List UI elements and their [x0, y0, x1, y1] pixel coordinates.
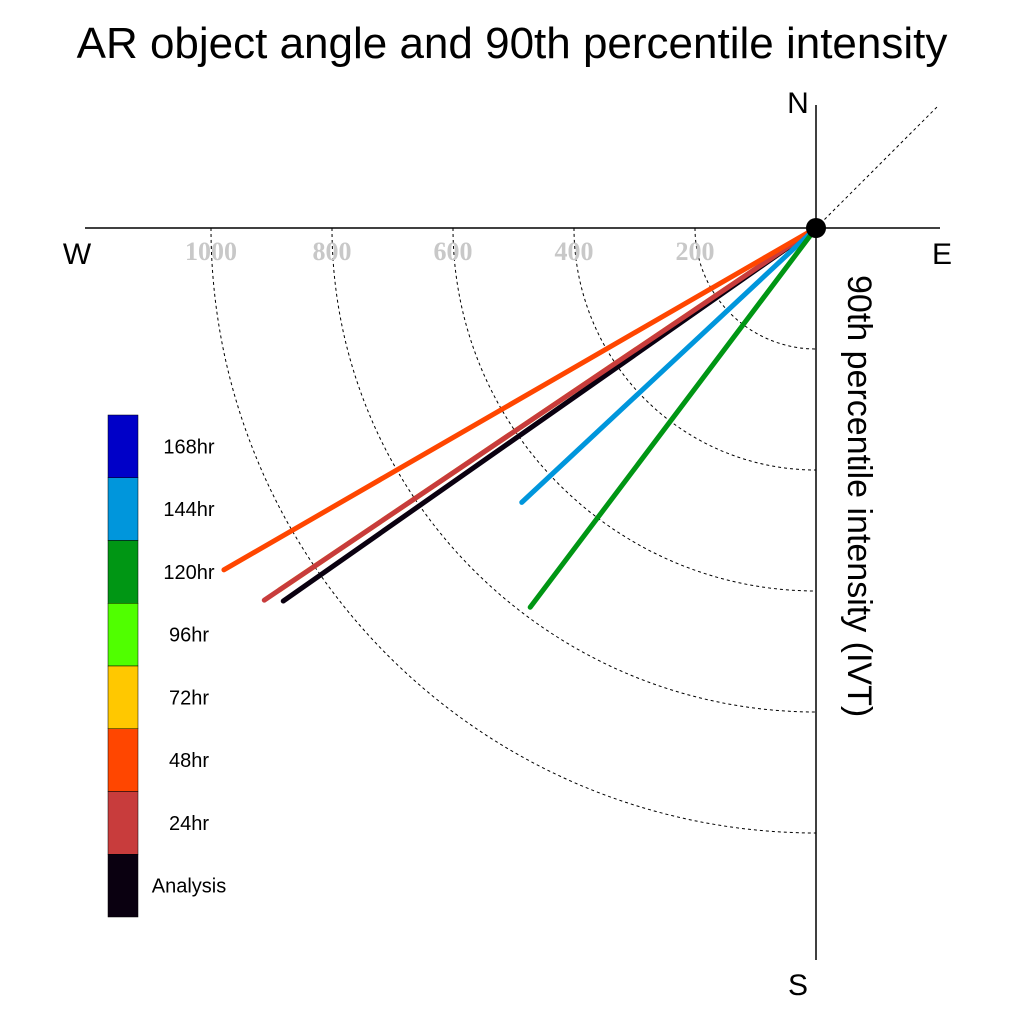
compass-east: E	[932, 238, 952, 271]
diagonal-reference-line	[815, 105, 939, 229]
legend-swatch-144hr	[107, 477, 139, 541]
legend-label-120hr: 120hr	[163, 562, 214, 584]
series-vector-48hr	[221, 225, 819, 573]
compass-south: S	[788, 969, 808, 1002]
legend-swatch-168hr	[107, 414, 139, 478]
legend-swatch-24hr	[107, 791, 139, 855]
series-vector-24hr	[261, 225, 819, 603]
legend-swatch-48hr	[107, 728, 139, 792]
radial-tick-label: 1000	[185, 237, 237, 266]
radial-tick-labels: 200 400 600 800 1000	[185, 237, 715, 266]
compass-axes	[85, 105, 940, 960]
legend-swatch-96hr	[107, 603, 139, 667]
legend: 168hr 144hr 120hr 96hr 72hr 48hr 24hr Analysis	[107, 414, 226, 918]
radial-tick-label: 800	[313, 237, 352, 266]
radial-grid-arc	[573, 227, 817, 471]
legend-label-96hr: 96hr	[169, 625, 209, 647]
radial-grid	[210, 227, 817, 834]
legend-label-72hr: 72hr	[169, 687, 209, 709]
series-vector-144hr	[519, 225, 819, 505]
origin-marker	[806, 218, 826, 238]
compass-west: W	[63, 238, 92, 271]
legend-label-144hr: 144hr	[163, 499, 214, 521]
radial-tick-label: 400	[555, 237, 594, 266]
y-axis-label: 90th percentile intensity (IVT)	[840, 275, 878, 717]
radial-tick-label: 600	[434, 237, 473, 266]
legend-label-analysis: Analysis	[152, 876, 226, 898]
radial-tick-label: 200	[676, 237, 715, 266]
legend-swatch-analysis	[107, 854, 139, 918]
radial-grid-arc	[452, 227, 817, 592]
legend-label-48hr: 48hr	[169, 750, 209, 772]
radial-grid-arc	[331, 227, 817, 713]
legend-label-24hr: 24hr	[169, 813, 209, 835]
compass-north: N	[787, 87, 809, 120]
series-vectors	[221, 225, 819, 610]
legend-swatch-72hr	[107, 665, 139, 729]
series-vector-120hr	[527, 225, 819, 610]
legend-swatch-120hr	[107, 540, 139, 604]
chart-title: AR object angle and 90th percentile inte…	[77, 19, 948, 68]
radial-grid-arc	[210, 227, 817, 834]
radial-grid-arc	[694, 227, 817, 350]
legend-label-168hr: 168hr	[163, 436, 214, 458]
